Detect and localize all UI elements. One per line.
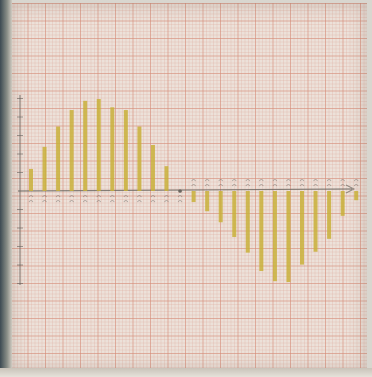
chart-bar xyxy=(150,145,155,191)
pencil-tick-mark xyxy=(286,179,291,187)
pencil-tick-mark xyxy=(353,179,359,187)
chart-tick-marks xyxy=(28,179,359,203)
pencil-tick-mark xyxy=(96,195,102,203)
chart-bar xyxy=(354,191,359,201)
chart-bar xyxy=(137,126,142,191)
chart-axes xyxy=(17,95,356,285)
pencil-tick-mark xyxy=(245,179,251,187)
pencil-tick-mark xyxy=(55,195,61,203)
pencil-tick-mark xyxy=(164,195,169,203)
pencil-tick-mark xyxy=(42,195,47,203)
chart-bar xyxy=(96,99,101,191)
chart-bar xyxy=(42,146,47,191)
graph-paper xyxy=(10,3,367,371)
pencil-tick-mark xyxy=(326,179,332,187)
chart-bar xyxy=(300,191,304,265)
pencil-tick-mark xyxy=(218,179,223,187)
pencil-tick-mark xyxy=(259,179,264,187)
pencil-tick-mark xyxy=(313,179,318,187)
chart-bar xyxy=(272,191,277,282)
chart-bar xyxy=(245,191,250,253)
chart-bar xyxy=(56,126,61,191)
chart-bar xyxy=(29,168,33,191)
pencil-tick-mark xyxy=(110,195,115,203)
pencil-tick-mark xyxy=(272,179,278,187)
chart-bar xyxy=(110,107,115,191)
chart-bar xyxy=(259,191,264,272)
chart-bar xyxy=(164,166,169,191)
chart-bar xyxy=(218,191,223,223)
photo-left-edge xyxy=(0,0,12,377)
chart-bars xyxy=(29,99,359,283)
chart-bar xyxy=(313,191,318,252)
chart-bar xyxy=(327,191,332,239)
pencil-tick-mark xyxy=(191,179,196,187)
pencil-tick-mark xyxy=(340,179,345,187)
chart-bar xyxy=(83,100,88,191)
pencil-tick-mark xyxy=(123,195,129,203)
x-axis-line xyxy=(17,188,353,192)
chart-zero-point xyxy=(178,189,182,193)
chart-bar xyxy=(123,110,128,191)
x-axis-arrow xyxy=(345,184,356,194)
photo-bottom-edge xyxy=(0,368,372,377)
pencil-tick-mark xyxy=(150,195,156,203)
pencil-tick-mark xyxy=(177,195,183,203)
pencil-tick-mark xyxy=(137,195,142,203)
chart-bar xyxy=(205,191,210,212)
chart-bar xyxy=(286,191,291,283)
pencil-tick-mark xyxy=(69,195,74,203)
pencil-tick-mark xyxy=(82,195,88,203)
pencil-tick-mark xyxy=(28,195,34,203)
pencil-tick-mark xyxy=(204,179,210,187)
pencil-tick-mark xyxy=(231,179,237,187)
chart-bar xyxy=(232,191,237,237)
pencil-tick-mark xyxy=(299,179,305,187)
chart-bar xyxy=(69,110,74,191)
chart-bar xyxy=(191,191,196,203)
chart-bar xyxy=(340,191,345,216)
